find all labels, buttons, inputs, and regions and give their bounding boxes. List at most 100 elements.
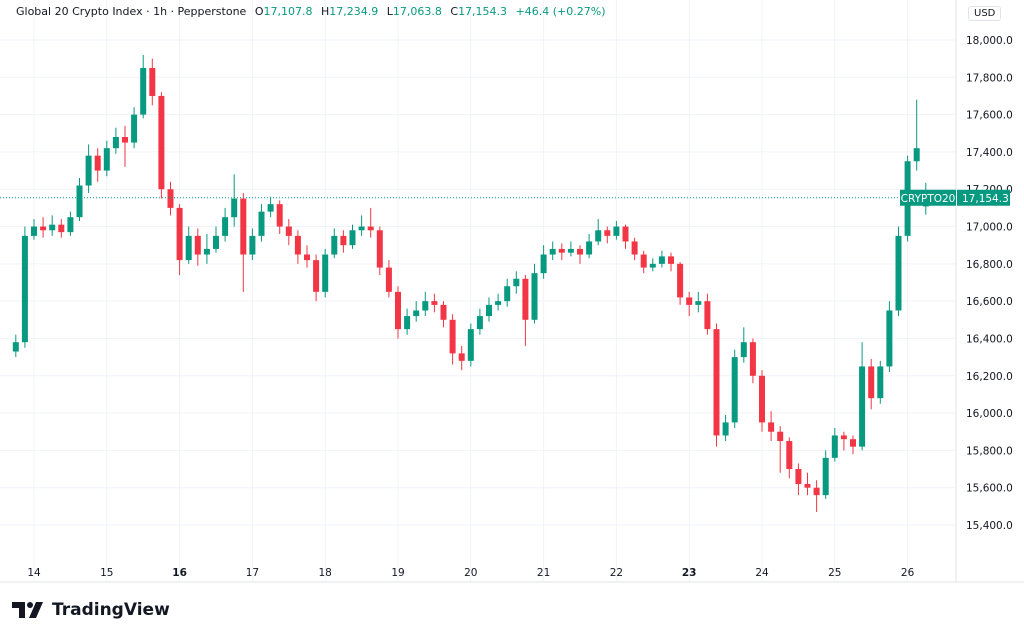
candle-up — [658, 256, 665, 264]
candle-up — [258, 211, 265, 236]
candle-up — [222, 217, 229, 236]
candle-up — [731, 357, 738, 423]
brand-name: TradingView — [52, 600, 170, 620]
candle-down — [176, 207, 183, 261]
candle-down — [276, 204, 283, 227]
last-price-tag — [957, 189, 1010, 206]
candle-down — [240, 198, 247, 255]
candle-down — [395, 291, 401, 330]
candle-up — [231, 198, 238, 218]
x-tick-label: 15 — [100, 567, 113, 579]
candle-down — [840, 435, 847, 440]
candle-up — [613, 226, 620, 236]
y-tick-label: 16,800.0 — [966, 259, 1013, 271]
x-tick-label: 22 — [610, 567, 623, 579]
candle-down — [58, 224, 65, 233]
candle-up — [877, 366, 884, 399]
candle-up — [495, 301, 502, 305]
candle-up — [740, 342, 747, 358]
y-tick-label: 16,200.0 — [966, 371, 1013, 383]
candle-down — [704, 301, 711, 330]
candle-up — [349, 230, 356, 246]
high-label: H — [320, 5, 330, 18]
candle-down — [194, 235, 201, 255]
y-tick-label: 17,600.0 — [966, 110, 1013, 122]
candle-up — [413, 310, 420, 317]
candle-down — [149, 67, 156, 96]
candle-up — [586, 241, 593, 255]
candle-down — [631, 241, 638, 255]
candle-up — [67, 217, 74, 233]
candle-down — [167, 189, 174, 208]
candle-up — [131, 114, 138, 143]
candle-down — [768, 422, 775, 432]
candle-up — [549, 248, 556, 255]
candle-down — [122, 137, 128, 143]
candle-up — [504, 286, 511, 302]
candle-up — [467, 329, 474, 361]
close-value: 17,154.3 — [458, 5, 508, 18]
candle-up — [531, 273, 538, 320]
candle-down — [40, 226, 47, 231]
x-tick-label: 18 — [319, 567, 332, 579]
candle-up — [513, 278, 520, 287]
candle-down — [604, 230, 611, 236]
y-tick-label: 15,600.0 — [966, 483, 1013, 495]
candle-down — [868, 366, 875, 399]
tradingview-logo-icon — [12, 602, 43, 618]
candle-down — [686, 297, 693, 305]
candle-up — [822, 457, 829, 496]
candle-up — [140, 67, 147, 115]
candle-up — [859, 366, 866, 447]
x-tick-label: 20 — [464, 567, 477, 579]
candle-up — [540, 254, 547, 274]
high-value: 17,234.9 — [329, 5, 379, 18]
candle-down — [640, 254, 647, 268]
candle-up — [422, 301, 429, 311]
x-tick-label: 25 — [828, 567, 841, 579]
low-value: 17,063.8 — [392, 5, 442, 18]
symbol-name[interactable]: Global 20 Crypto Index · 1h · Pepperston… — [16, 5, 247, 18]
candle-down — [340, 235, 347, 246]
candle-up — [103, 148, 110, 171]
candle-down — [522, 278, 529, 320]
candle-down — [577, 248, 583, 255]
candle-down — [759, 375, 765, 423]
y-tick-label: 17,800.0 — [966, 72, 1013, 84]
symbol-tag-label: CRYPTO20 — [901, 193, 956, 205]
candle-up — [567, 248, 574, 253]
y-tick-label: 15,400.0 — [966, 520, 1013, 532]
candle-up — [12, 342, 19, 352]
open-value: 17,107.8 — [263, 5, 313, 18]
candle-up — [331, 235, 338, 255]
candle-up — [112, 137, 119, 149]
candle-up — [358, 226, 365, 231]
y-tick-label: 17,400.0 — [966, 147, 1013, 159]
candle-down — [850, 439, 856, 447]
candle-down — [777, 431, 784, 442]
candle-up — [695, 301, 702, 305]
candle-up — [404, 316, 411, 330]
currency-button[interactable]: USD — [968, 6, 1002, 21]
candle-down — [458, 353, 465, 361]
open-label: O — [254, 5, 264, 18]
y-tick-label: 16,000.0 — [966, 408, 1013, 420]
candle-up — [49, 224, 56, 231]
candle-up — [249, 235, 256, 255]
close-label: C — [450, 5, 459, 18]
candle-down — [431, 301, 438, 305]
candle-up — [649, 263, 656, 268]
candle-down — [677, 263, 684, 298]
candle-up — [595, 230, 602, 242]
candle-up — [886, 310, 893, 367]
x-tick-label: 23 — [682, 567, 697, 579]
candle-up — [213, 235, 219, 249]
y-tick-label: 17,000.0 — [966, 222, 1013, 234]
tradingview-logo[interactable]: TradingView — [12, 600, 170, 620]
candle-up — [31, 226, 37, 236]
candle-up — [913, 148, 920, 162]
candle-down — [285, 226, 292, 236]
candle-up — [76, 185, 83, 218]
